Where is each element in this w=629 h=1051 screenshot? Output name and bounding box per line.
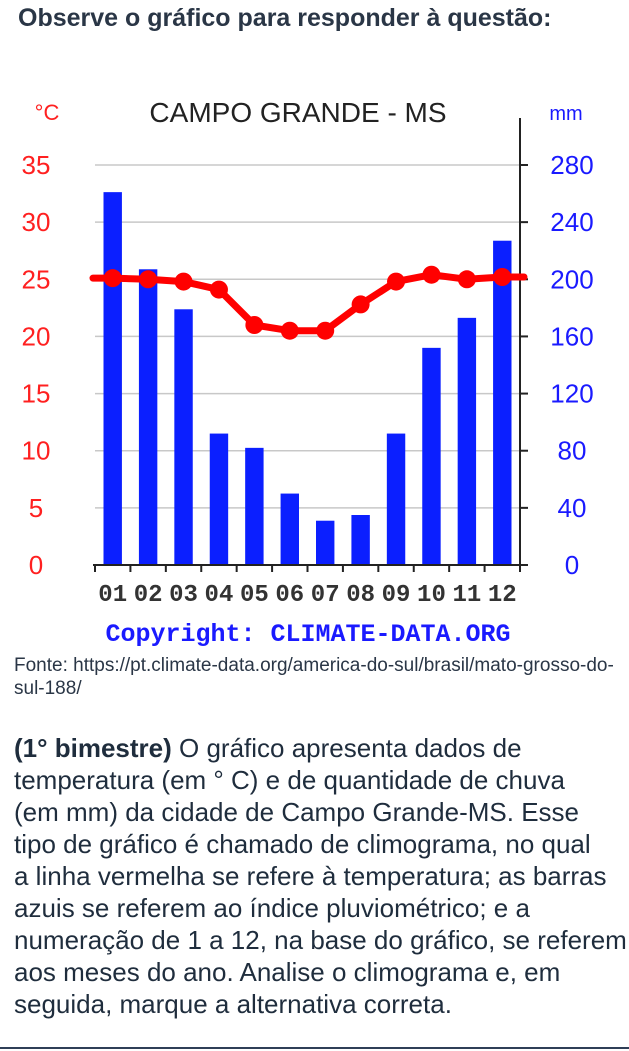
precipitation-bar: [245, 447, 264, 565]
temperature-point: [422, 265, 441, 284]
temperature-point: [351, 295, 370, 314]
page-heading: Observe o gráfico para responder à quest…: [18, 4, 552, 32]
precipitation-bar: [316, 520, 335, 565]
temperature-point: [280, 321, 299, 340]
x-tick-label: 12: [488, 582, 517, 609]
temperature-point: [457, 270, 476, 289]
precipitation-bar: [209, 433, 229, 565]
y-right-tick-label: 160: [550, 321, 593, 351]
y-left-tick-label: 35: [22, 150, 51, 180]
precipitation-bar: [103, 192, 122, 565]
x-tick-label: 11: [452, 582, 481, 609]
x-tick-label: 02: [134, 582, 163, 609]
y-left-unit: °C: [35, 100, 60, 125]
question-line-7: numeração de 1 a 12, na base do gráfico,…: [14, 925, 627, 955]
y-right-tick-label: 40: [558, 493, 587, 523]
question-line-1: O gráfico apresenta dados de: [171, 733, 522, 763]
question-line-8: aos meses do ano. Analise o climograma e…: [14, 957, 561, 987]
y-right-tick-label: 120: [550, 379, 593, 409]
x-tick-label: 10: [417, 582, 446, 609]
precipitation-bar: [457, 317, 477, 565]
y-right-tick-label: 200: [550, 264, 593, 294]
y-left-tick-label: 30: [22, 207, 51, 237]
precipitation-bar: [422, 347, 441, 565]
temperature-point: [139, 270, 158, 289]
bottom-divider: [0, 1047, 629, 1049]
question-line-9: seguida, marque a alternativa correta.: [14, 989, 452, 1019]
precipitation-bar: [174, 309, 193, 565]
temperature-point: [493, 268, 512, 286]
y-left-tick-label: 15: [22, 379, 51, 409]
question-line-2: temperatura (em ° C) e de quantidade de …: [14, 765, 565, 795]
precipitation-bar: [386, 433, 406, 565]
precipitation-bar: [351, 515, 370, 565]
precipitation-bar: [280, 493, 299, 565]
y-right-unit: mm: [549, 103, 582, 125]
y-left-tick-label: 20: [22, 321, 51, 351]
x-tick-label: 01: [98, 582, 127, 609]
x-tick-label: 04: [205, 582, 234, 609]
precipitation-bar: [493, 240, 512, 565]
x-tick-label: 05: [240, 582, 269, 609]
temperature-point: [209, 280, 228, 299]
x-tick-label: 03: [169, 582, 198, 609]
y-left-tick-label: 5: [29, 493, 43, 523]
x-tick-label: 09: [382, 582, 411, 609]
x-tick-label: 07: [311, 582, 340, 609]
y-right-tick-label: 0: [565, 550, 579, 580]
question-tag: (1° bimestre): [14, 733, 172, 763]
question-line-6: azuis se referem ao índice pluviométrico…: [14, 893, 530, 923]
y-left-tick-label: 25: [22, 264, 51, 294]
x-tick-label: 06: [275, 582, 304, 609]
y-right-tick-label: 280: [550, 150, 593, 180]
climograph-chart: CAMPO GRANDE - MS°C mm3530252015105028024…: [22, 97, 594, 649]
question-line-4: tipo de gráfico é chamado de climograma,…: [14, 829, 591, 859]
question-line-3: (em mm) da cidade de Campo Grande-MS. Es…: [14, 797, 579, 827]
temperature-point: [103, 269, 122, 288]
source-caption: Fonte: https://pt.climate-data.org/ameri…: [14, 655, 614, 699]
temperature-point: [245, 316, 264, 334]
y-right-tick-label: 80: [558, 436, 587, 466]
y-right-tick-label: 240: [550, 207, 593, 237]
question-line-5: a linha vermelha se refere à temperatura…: [14, 861, 607, 891]
chart-copyright: Copyright: CLIMATE-DATA.ORG: [105, 620, 510, 649]
question-text: (1° bimestre) O gráfico apresenta dados …: [14, 732, 629, 1020]
y-left-tick-label: 0: [29, 550, 43, 580]
temperature-point: [316, 321, 335, 340]
temperature-point: [387, 272, 406, 291]
y-left-tick-label: 10: [22, 436, 51, 466]
chart-title: CAMPO GRANDE - MS: [149, 97, 446, 128]
x-tick-label: 08: [346, 582, 375, 609]
precipitation-bar: [138, 269, 158, 565]
temperature-point: [174, 272, 193, 291]
